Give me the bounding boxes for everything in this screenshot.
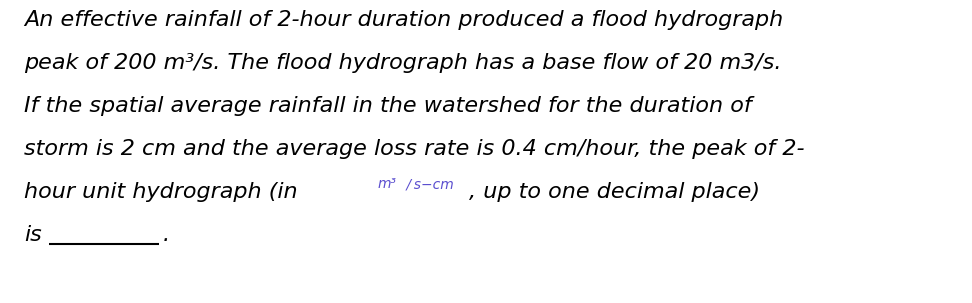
- Text: is: is: [24, 225, 42, 245]
- Text: An effective rainfall of 2-hour duration produced a flood hydrograph: An effective rainfall of 2-hour duration…: [24, 10, 783, 30]
- Text: m³: m³: [377, 177, 397, 191]
- Text: .: .: [162, 225, 169, 245]
- Text: If the spatial average rainfall in the watershed for the duration of: If the spatial average rainfall in the w…: [24, 96, 752, 116]
- Text: , up to one decimal place): , up to one decimal place): [469, 182, 760, 202]
- Text: peak of 200 m³/s. The flood hydrograph has a base flow of 20 m3/s.: peak of 200 m³/s. The flood hydrograph h…: [24, 53, 781, 73]
- Text: storm is 2 cm and the average loss rate is 0.4 cm/hour, the peak of 2-: storm is 2 cm and the average loss rate …: [24, 139, 805, 159]
- Text: hour unit hydrograph (in: hour unit hydrograph (in: [24, 182, 298, 202]
- Text: / s−cm: / s−cm: [402, 177, 454, 191]
